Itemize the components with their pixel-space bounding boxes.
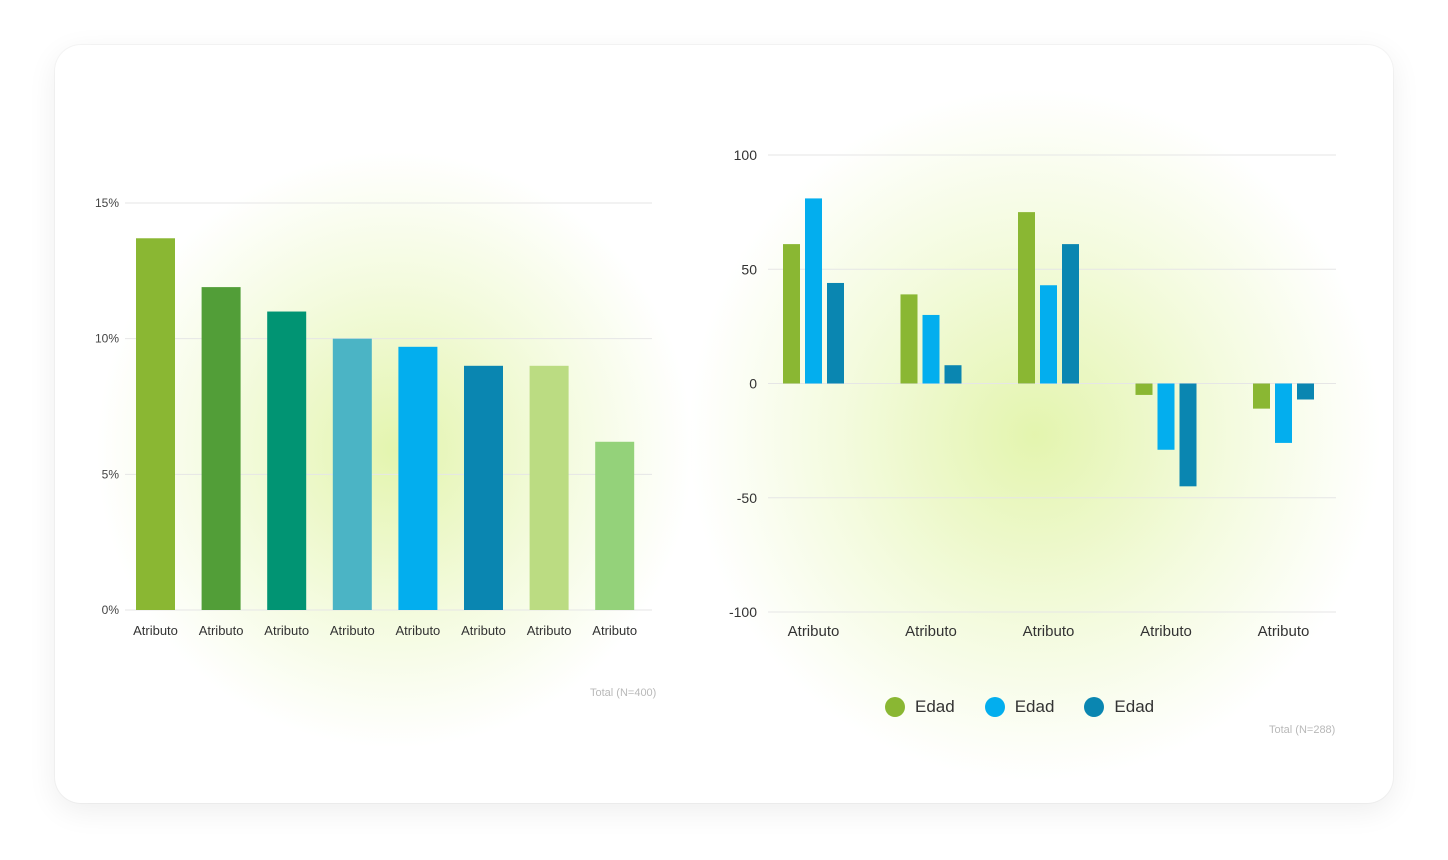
legend-swatch-3	[1084, 697, 1105, 717]
y-tick-label: -50	[737, 490, 757, 506]
legend: Edad Edad Edad	[885, 697, 1154, 717]
bar	[1297, 383, 1314, 400]
x-tick-label: Atributo	[592, 623, 637, 638]
bar	[201, 287, 241, 610]
x-tick-label: Atributo	[461, 623, 506, 638]
bar	[1275, 383, 1292, 443]
x-tick-label: Atributo	[133, 623, 178, 638]
x-tick-label: Atributo	[264, 623, 309, 638]
legend-item-2[interactable]: Edad	[984, 697, 1055, 717]
bar	[900, 294, 918, 384]
bar	[783, 244, 800, 384]
x-tick-label: Atributo	[905, 623, 957, 640]
legend-item-3[interactable]: Edad	[1084, 697, 1154, 717]
x-tick-label: Atributo	[395, 623, 440, 638]
x-tick-label: Atributo	[1140, 623, 1192, 640]
bar	[464, 365, 503, 610]
x-tick-label: Atributo	[330, 623, 375, 638]
bar	[922, 314, 940, 384]
bar-chart-percent: 0% 5% 10% 15% Atributo Atributo Atributo Atribu…	[95, 196, 652, 638]
bar	[827, 282, 844, 384]
x-tick-label: Atributo	[788, 623, 840, 640]
y-tick-label: 5%	[102, 467, 120, 481]
total-note-right: Total (N=288)	[1269, 724, 1336, 736]
legend-swatch-1	[885, 697, 905, 717]
y-tick-label: 0	[749, 376, 757, 392]
y-tick-label: 10%	[95, 332, 119, 346]
bar	[1253, 383, 1270, 409]
y-tick-label: 0%	[102, 603, 120, 617]
x-tick-label: Atributo	[1023, 623, 1075, 640]
x-tick-label: Atributo	[1258, 623, 1310, 640]
y-tick-label: 50	[741, 261, 757, 277]
bar	[398, 346, 438, 610]
y-tick-label: 100	[734, 147, 758, 163]
bar	[136, 238, 175, 611]
legend-label-1: Edad	[915, 697, 955, 716]
bar	[332, 338, 372, 610]
bar	[267, 311, 307, 610]
total-note-left: Total (N=400)	[590, 687, 657, 699]
bar	[944, 365, 962, 384]
bar	[1135, 383, 1153, 395]
bar	[805, 198, 822, 384]
bar	[1040, 285, 1057, 384]
bar	[1062, 244, 1079, 384]
legend-label-2: Edad	[1014, 697, 1055, 716]
bar	[1157, 383, 1175, 450]
y-tick-label: 15%	[95, 196, 119, 210]
bar	[595, 441, 635, 610]
x-tick-label: Atributo	[199, 623, 244, 638]
grouped-bar-chart: -100 -50 0 50 100 Atributo Atributo Atributo Atr…	[729, 147, 1336, 640]
bar	[529, 365, 569, 610]
bar	[1018, 212, 1035, 384]
legend-label-3: Edad	[1114, 697, 1155, 716]
x-tick-label: Atributo	[527, 623, 572, 638]
legend-item-1[interactable]: Edad	[885, 697, 955, 717]
bar	[1179, 383, 1197, 487]
chart-card: 0% 5% 10% 15% Atributo Atributo Atributo Atribu…	[55, 45, 1393, 803]
y-tick-label: -100	[729, 604, 757, 620]
legend-swatch-2	[984, 697, 1005, 717]
